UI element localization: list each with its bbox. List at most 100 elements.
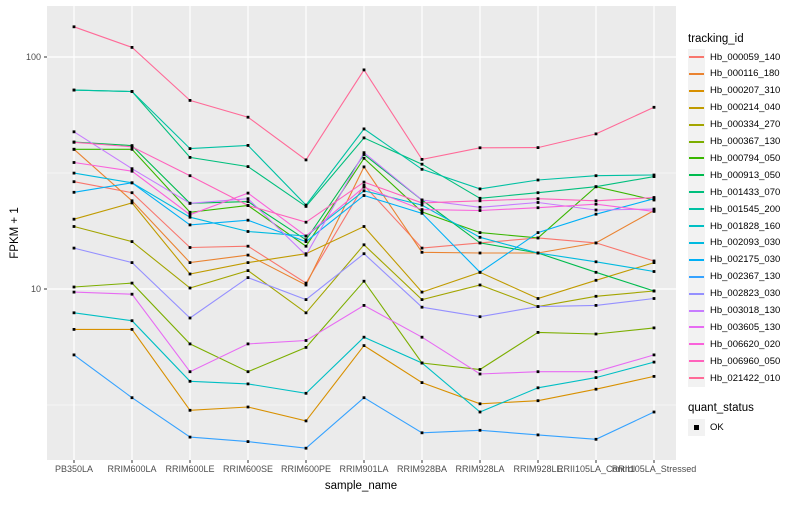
data-point <box>362 165 366 169</box>
legend-label: Hb_003018_130 <box>710 305 781 316</box>
data-point <box>420 298 424 301</box>
legend-label: Hb_001828_160 <box>710 220 781 232</box>
data-point <box>188 215 192 219</box>
legend-item-Hb_003018_130: Hb_003018_130 <box>688 302 780 319</box>
data-point <box>246 276 250 279</box>
data-point <box>420 250 424 254</box>
data-point <box>652 259 656 263</box>
data-point <box>188 316 192 320</box>
data-point <box>594 185 598 189</box>
data-point <box>72 171 76 175</box>
legend-key-swatch <box>688 352 705 370</box>
data-point <box>130 261 134 264</box>
legend-label: Hb_002823_030 <box>710 288 781 300</box>
legend-title-quant-status: quant_status <box>688 402 754 414</box>
data-point <box>652 207 656 211</box>
x-axis-title: sample_name <box>324 480 398 492</box>
data-point <box>594 278 598 282</box>
legend-line-swatch-icon <box>689 123 704 126</box>
y-tick-label: 10 <box>31 284 41 294</box>
data-point <box>478 410 482 414</box>
data-point <box>478 315 482 319</box>
data-point <box>536 331 540 334</box>
legend-item-Hb_000214_040: Hb_000214_040 <box>688 99 780 117</box>
data-point <box>536 399 540 403</box>
legend-item-Hb_002175_030: Hb_002175_030 <box>688 251 780 269</box>
data-point <box>478 270 482 274</box>
data-point <box>72 161 76 164</box>
data-point <box>536 178 540 182</box>
data-point <box>478 205 482 209</box>
legend-label: Hb_000059_140 <box>710 51 781 63</box>
data-point <box>304 244 308 248</box>
legend-item-Hb_000207_310: Hb_000207_310 <box>688 82 780 100</box>
data-point <box>420 203 424 207</box>
legend-key-swatch <box>688 183 705 201</box>
data-point <box>362 194 366 197</box>
legend-key-swatch <box>688 217 705 235</box>
black-square-marker-icon <box>694 425 699 430</box>
legend-key-swatch <box>688 318 705 336</box>
data-point <box>652 175 656 178</box>
legend-line-swatch-icon <box>689 377 704 380</box>
data-point <box>652 210 656 213</box>
data-point <box>304 234 308 238</box>
legend-item-Hb_001545_200: Hb_001545_200 <box>688 200 780 218</box>
x-category-label: RRIM901LA <box>339 464 388 474</box>
data-point <box>72 217 76 221</box>
data-point <box>362 279 366 283</box>
legend-item-Hb_006620_020: Hb_006620_020 <box>688 335 780 353</box>
data-point <box>420 335 424 339</box>
data-point <box>478 209 482 212</box>
data-point <box>362 304 366 307</box>
data-point <box>130 167 134 171</box>
data-point <box>72 190 76 194</box>
legend-line-swatch-icon <box>689 174 704 177</box>
legend-key-swatch <box>688 166 705 184</box>
data-point <box>594 132 598 136</box>
data-point <box>188 201 192 205</box>
data-point <box>652 353 656 357</box>
data-point <box>420 211 424 215</box>
x-category-label: RRIM600SE <box>223 464 273 474</box>
data-point <box>594 241 598 245</box>
data-point <box>420 158 424 161</box>
data-point <box>594 387 598 391</box>
legend-line-swatch-icon <box>689 326 704 329</box>
data-point <box>652 326 656 330</box>
data-point <box>420 290 424 294</box>
legend-item-Hb_001828_160: Hb_001828_160 <box>688 217 781 235</box>
data-point <box>536 433 540 437</box>
data-point <box>362 183 366 187</box>
data-point <box>420 431 424 435</box>
data-point <box>362 153 366 156</box>
legend-key-swatch <box>688 335 705 353</box>
data-point <box>188 272 192 276</box>
data-point <box>304 240 308 243</box>
data-point <box>362 136 366 140</box>
data-point <box>478 372 482 376</box>
data-point <box>72 130 76 134</box>
data-point <box>246 191 250 195</box>
legend-item-Hb_000794_050: Hb_000794_050 <box>688 149 780 167</box>
data-point <box>304 203 308 207</box>
data-point <box>652 375 656 378</box>
data-point <box>304 253 308 257</box>
data-point <box>304 220 308 224</box>
data-point <box>652 105 656 109</box>
data-point <box>478 283 482 287</box>
legend-line-swatch-icon <box>689 292 704 295</box>
data-point <box>362 396 366 400</box>
data-point <box>188 379 192 383</box>
data-point <box>130 191 134 195</box>
legend-label: Hb_000913_050 <box>710 169 781 181</box>
data-point <box>304 158 308 162</box>
data-point <box>420 198 424 202</box>
data-point <box>188 370 192 374</box>
legend-item-Hb_021422_010: Hb_021422_010 <box>688 369 780 387</box>
data-point <box>594 332 598 336</box>
data-point <box>362 243 366 247</box>
data-point <box>420 167 424 171</box>
data-point <box>652 270 656 273</box>
